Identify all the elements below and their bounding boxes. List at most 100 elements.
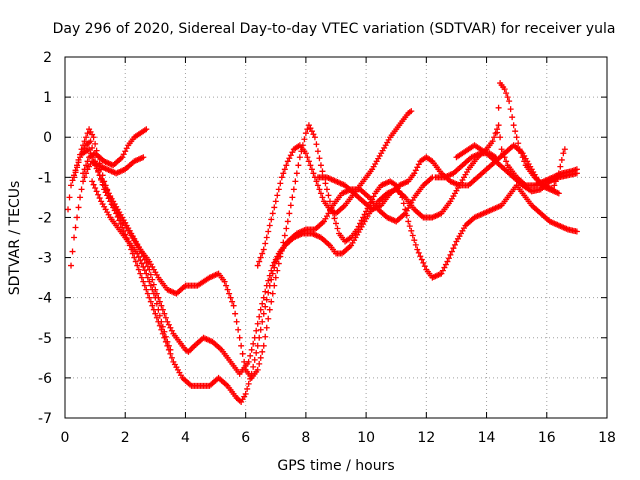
data-point [232, 310, 239, 317]
data-point [269, 210, 276, 217]
data-point [302, 150, 309, 157]
data-point [260, 246, 267, 253]
data-point [144, 290, 151, 297]
plot-frame [64, 56, 608, 419]
data-point [69, 177, 76, 184]
data-point [259, 318, 266, 325]
data-point [295, 162, 302, 169]
data-point [147, 271, 154, 278]
data-point [158, 326, 165, 333]
data-point [254, 366, 261, 373]
data-point [507, 106, 514, 113]
data-point [119, 154, 126, 161]
data-point [317, 162, 324, 169]
data-point [439, 267, 446, 274]
series-track-3 [80, 146, 436, 377]
data-point [89, 178, 96, 185]
data-point [408, 108, 415, 115]
data-point [168, 327, 175, 334]
data-point [147, 282, 154, 289]
data-point [323, 186, 330, 193]
x-tick-label: 8 [301, 430, 310, 446]
data-point [263, 296, 270, 303]
data-point [275, 260, 282, 267]
data-point [78, 186, 85, 193]
data-point [451, 241, 458, 248]
data-point [95, 168, 102, 175]
data-point [284, 218, 291, 225]
data-point [284, 158, 291, 165]
data-point [68, 262, 75, 269]
data-point [257, 326, 264, 333]
data-point [164, 318, 171, 325]
data-point [491, 134, 498, 141]
data-point [262, 333, 269, 340]
data-point [229, 298, 236, 305]
data-point [281, 232, 288, 239]
data-point [150, 281, 157, 288]
data-point [304, 126, 311, 133]
data-point [495, 104, 502, 111]
data-point [400, 200, 407, 207]
data-point [412, 241, 419, 248]
data-point [93, 188, 100, 195]
data-point [230, 302, 237, 309]
chart-title: Day 296 of 2020, Sidereal Day-to-day VTE… [53, 21, 616, 37]
data-point [152, 310, 159, 317]
y-tick-label: -5 [38, 331, 52, 347]
data-point [286, 210, 293, 217]
data-point [224, 286, 231, 293]
data-point [305, 122, 312, 129]
data-point [317, 190, 324, 197]
data-point [316, 186, 323, 193]
data-point [265, 315, 272, 322]
data-point [95, 191, 102, 198]
data-point [497, 134, 504, 141]
data-point [256, 360, 263, 367]
data-point [262, 240, 269, 247]
data-point [134, 250, 141, 257]
data-point [326, 198, 333, 205]
data-point [75, 204, 82, 211]
y-tick-label: -7 [38, 411, 52, 427]
data-point [153, 314, 160, 321]
data-point [156, 312, 163, 319]
data-point [277, 180, 284, 187]
data-point [84, 158, 91, 165]
data-point [506, 98, 513, 105]
x-tick-label: 0 [61, 430, 70, 446]
data-point [149, 286, 156, 293]
data-point [247, 352, 254, 359]
data-point [84, 130, 91, 137]
data-point [158, 302, 165, 309]
series-track-6 [89, 178, 174, 353]
data-point [117, 220, 124, 227]
data-point [501, 86, 508, 93]
data-point [98, 175, 105, 182]
data-point [137, 257, 144, 264]
data-point [80, 170, 87, 177]
data-point [92, 185, 99, 192]
data-point [561, 146, 568, 153]
data-point [71, 234, 78, 241]
data-point [272, 256, 279, 263]
data-point [331, 215, 338, 222]
data-point [289, 194, 296, 201]
data-point [519, 154, 526, 161]
data-point [80, 178, 87, 185]
data-point [131, 254, 138, 261]
data-point [113, 210, 120, 217]
data-point [257, 254, 264, 261]
data-point [358, 217, 365, 224]
data-point [266, 306, 273, 313]
data-point [144, 274, 151, 281]
data-point [515, 140, 522, 147]
x-axis-label: GPS time / hours [277, 458, 394, 474]
data-point [81, 166, 88, 173]
data-point [244, 385, 251, 392]
data-point [417, 253, 424, 260]
data-point [275, 186, 282, 193]
x-tick-label: 12 [417, 430, 435, 446]
data-point [272, 198, 279, 205]
